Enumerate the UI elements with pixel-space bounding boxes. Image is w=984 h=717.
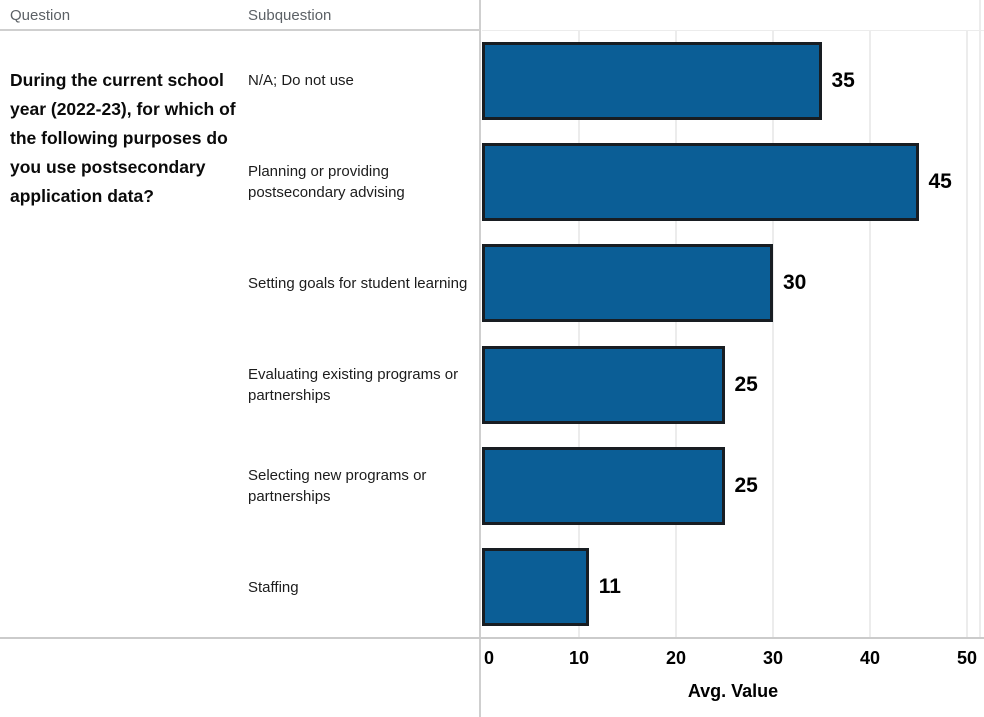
- gridline: [578, 30, 580, 638]
- question-column-header: Question: [10, 7, 71, 24]
- question-text: During the current school year (2022-23)…: [10, 70, 236, 206]
- bar[interactable]: [482, 142, 919, 221]
- subquestion-label: Planning or providing postsecondary advi…: [248, 162, 405, 201]
- bar-value-label: 25: [734, 372, 758, 396]
- subquestion-row: Setting goals for student learning: [248, 233, 476, 334]
- gridline: [966, 30, 968, 638]
- bar-row: 11: [482, 537, 984, 638]
- subquestion-label: Setting goals for student learning: [248, 274, 468, 292]
- gridline: [772, 30, 774, 638]
- bar-value-label: 25: [734, 473, 758, 497]
- bar-row: 25: [482, 334, 984, 435]
- gridline: [869, 30, 871, 638]
- subquestion-row: Selecting new programs or partnerships: [248, 435, 476, 536]
- bar-value-label: 35: [831, 68, 855, 92]
- subquestion-label: N/A; Do not use: [248, 72, 354, 90]
- plot-right-border-line: [979, 0, 981, 638]
- subquestion-row: Staffing: [248, 537, 476, 638]
- x-axis-tick-label: 50: [956, 648, 978, 668]
- subquestion-label-column: N/A; Do not use Planning or providing pos…: [248, 30, 476, 638]
- x-axis-tick-label: 40: [859, 648, 881, 668]
- bar[interactable]: [482, 446, 725, 525]
- bar[interactable]: [482, 548, 589, 627]
- x-axis-tick-label: 0: [483, 648, 494, 668]
- subquestion-label: Selecting new programs or partnerships: [248, 466, 427, 505]
- bar-value-label: 30: [783, 271, 807, 295]
- x-axis-line: [0, 637, 984, 639]
- plot-top-border-line: [482, 30, 984, 31]
- bar-value-label: 11: [598, 575, 621, 599]
- subquestion-row: Planning or providing postsecondary advi…: [248, 131, 476, 232]
- x-axis-tick-label: 30: [762, 648, 784, 668]
- bar-row: 35: [482, 30, 984, 131]
- x-axis-title: Avg. Value: [687, 681, 779, 701]
- bar-chart-plot-area: 35 45 30 25 25 11: [482, 30, 984, 638]
- subquestion-label: Evaluating existing programs or partners…: [248, 365, 459, 404]
- bar[interactable]: [482, 345, 725, 424]
- x-axis-tick-label: 10: [568, 648, 590, 668]
- bar[interactable]: [482, 41, 822, 120]
- header-divider-line: [0, 29, 480, 31]
- subquestion-column-header: Subquestion: [248, 7, 332, 24]
- subquestion-row: N/A; Do not use: [248, 30, 476, 131]
- x-axis-tick-label: 20: [665, 648, 687, 668]
- y-axis-line: [479, 0, 481, 717]
- bar-value-label: 45: [928, 169, 952, 193]
- bar-row: 30: [482, 233, 984, 334]
- bar-row: 25: [482, 435, 984, 536]
- bar-row: 45: [482, 131, 984, 232]
- bar[interactable]: [482, 244, 773, 323]
- subquestion-row: Evaluating existing programs or partners…: [248, 334, 476, 435]
- gridline: [675, 30, 677, 638]
- subquestion-label: Staffing: [248, 578, 299, 596]
